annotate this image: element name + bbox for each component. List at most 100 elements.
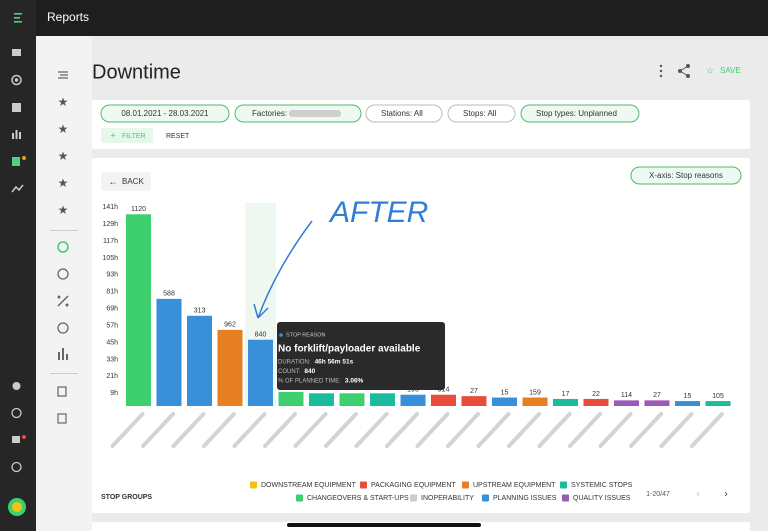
share-button[interactable]	[678, 64, 690, 78]
tooltip-title: No forklift/payloader available	[278, 344, 421, 355]
count-label: 15	[684, 393, 692, 400]
blurred-label	[415, 412, 450, 448]
bar	[339, 393, 365, 406]
legend-swatch	[250, 481, 257, 489]
page-title: Downtime	[92, 61, 181, 83]
blurred-label	[629, 412, 663, 448]
save-label: SAVE	[720, 66, 741, 75]
y-tick-label: 33h	[106, 356, 118, 363]
stop-types-filter[interactable]: Stop types: Unplanned	[520, 104, 640, 123]
legend-swatch	[562, 494, 569, 502]
stops-filter[interactable]: Stops: All	[447, 104, 516, 123]
legend: DOWNSTREAM EQUIPMENT PACKAGING EQUIPMENT U…	[250, 481, 633, 502]
bar	[217, 329, 243, 406]
back-button[interactable]: ← BACK	[101, 172, 151, 191]
count-label: 27	[470, 388, 478, 395]
count-label: 105	[712, 393, 724, 400]
count-label: 313	[194, 308, 206, 315]
count-label: 840	[255, 332, 267, 339]
bar	[614, 400, 639, 406]
tooltip-row-label: COUNT:	[278, 369, 301, 375]
blurred-label	[568, 412, 602, 448]
svg-text:+: +	[110, 130, 115, 140]
factories-label: Factories:	[252, 109, 287, 118]
bar	[583, 398, 609, 406]
bar	[278, 391, 304, 406]
y-tick-label: 93h	[106, 272, 118, 279]
factories-filter[interactable]: Factories:	[234, 104, 362, 123]
bar	[370, 393, 395, 406]
legend-label: DOWNSTREAM EQUIPMENT	[261, 482, 357, 489]
count-label: 15	[501, 389, 509, 396]
y-tick-label: 117h	[103, 238, 118, 245]
legend-title: STOP GROUPS	[101, 494, 152, 501]
blurred-label	[354, 412, 389, 448]
bar	[156, 298, 182, 406]
count-label: 22	[592, 391, 600, 398]
menu-icon[interactable]	[14, 13, 22, 23]
blurred-label	[171, 412, 206, 448]
filter-button[interactable]: FILTER +	[101, 128, 153, 143]
legend-label: PLANNING ISSUES	[493, 495, 557, 502]
legend-label: CHANGEOVERS & START-UPS	[307, 495, 409, 502]
count-label: 114	[621, 392, 632, 399]
blurred-label	[385, 412, 419, 448]
legend-swatch	[560, 481, 567, 489]
bar	[309, 393, 334, 406]
tooltip-row-value: 840	[304, 368, 315, 375]
pagination: 1-20/47	[646, 491, 670, 498]
stops-label: Stops: All	[463, 109, 497, 118]
legend-swatch	[482, 494, 489, 502]
bar	[187, 315, 212, 406]
legend-swatch	[360, 481, 367, 489]
bar	[705, 401, 731, 406]
tooltip-row-label: % OF PLANNED TIME:	[278, 379, 341, 385]
tooltip: STOP REASON No forklift/payloader availa…	[277, 322, 445, 390]
y-tick-label: 141h	[102, 204, 118, 211]
count-label: 962	[224, 322, 236, 329]
blurred-label	[476, 412, 511, 448]
save-button[interactable]: ☆ SAVE	[706, 65, 741, 75]
count-label: 314	[438, 387, 450, 394]
blurred-label	[232, 412, 267, 448]
blurred-label	[507, 412, 541, 448]
legend-label: PACKAGING EQUIPMENT	[371, 482, 456, 489]
tooltip-row-label: DURATION:	[278, 360, 311, 366]
bar	[400, 394, 426, 406]
sidebar-icons[interactable]	[8, 49, 26, 516]
svg-text:←: ←	[109, 176, 118, 186]
stations-filter[interactable]: Stations: All	[365, 104, 443, 123]
secondary-icons[interactable]: ★ ★ ★ ★ ★	[50, 71, 78, 424]
next-page[interactable]: ›	[724, 489, 727, 500]
bar	[126, 214, 151, 406]
app-title: Reports	[47, 10, 89, 24]
bar	[492, 397, 517, 406]
count-label: 1120	[131, 206, 146, 213]
blurred-label	[202, 412, 236, 448]
back-label: BACK	[122, 177, 144, 186]
x-axis-selector[interactable]: X-axis: Stop reasons	[630, 166, 742, 185]
blurred-label	[110, 412, 145, 448]
date-filter[interactable]: 08.01.2021 - 28.03.2021	[100, 104, 230, 123]
y-tick-label: 81h	[106, 289, 118, 296]
blurred-label	[446, 412, 480, 448]
reset-button[interactable]: RESET	[166, 133, 190, 140]
tooltip-row-value: 3.06%	[345, 378, 364, 385]
more-button[interactable]	[659, 64, 663, 78]
legend-swatch	[296, 494, 303, 502]
blurred-label	[537, 412, 572, 448]
favorite-star: ★	[58, 176, 69, 190]
y-tick-label: 45h	[106, 339, 118, 346]
x-axis-label: X-axis: Stop reasons	[649, 171, 723, 180]
prev-page[interactable]: ‹	[696, 489, 699, 500]
stations-label: Stations: All	[381, 109, 423, 118]
y-tick-label: 129h	[102, 221, 118, 228]
legend-label: UPSTREAM EQUIPMENT	[473, 482, 556, 489]
favorite-star: ★	[58, 95, 69, 109]
blurred-label	[141, 412, 175, 448]
svg-text:☆: ☆	[706, 65, 714, 75]
filter-label: FILTER	[122, 133, 146, 140]
count-label: 17	[562, 391, 570, 398]
y-tick-label: 57h	[106, 322, 118, 329]
